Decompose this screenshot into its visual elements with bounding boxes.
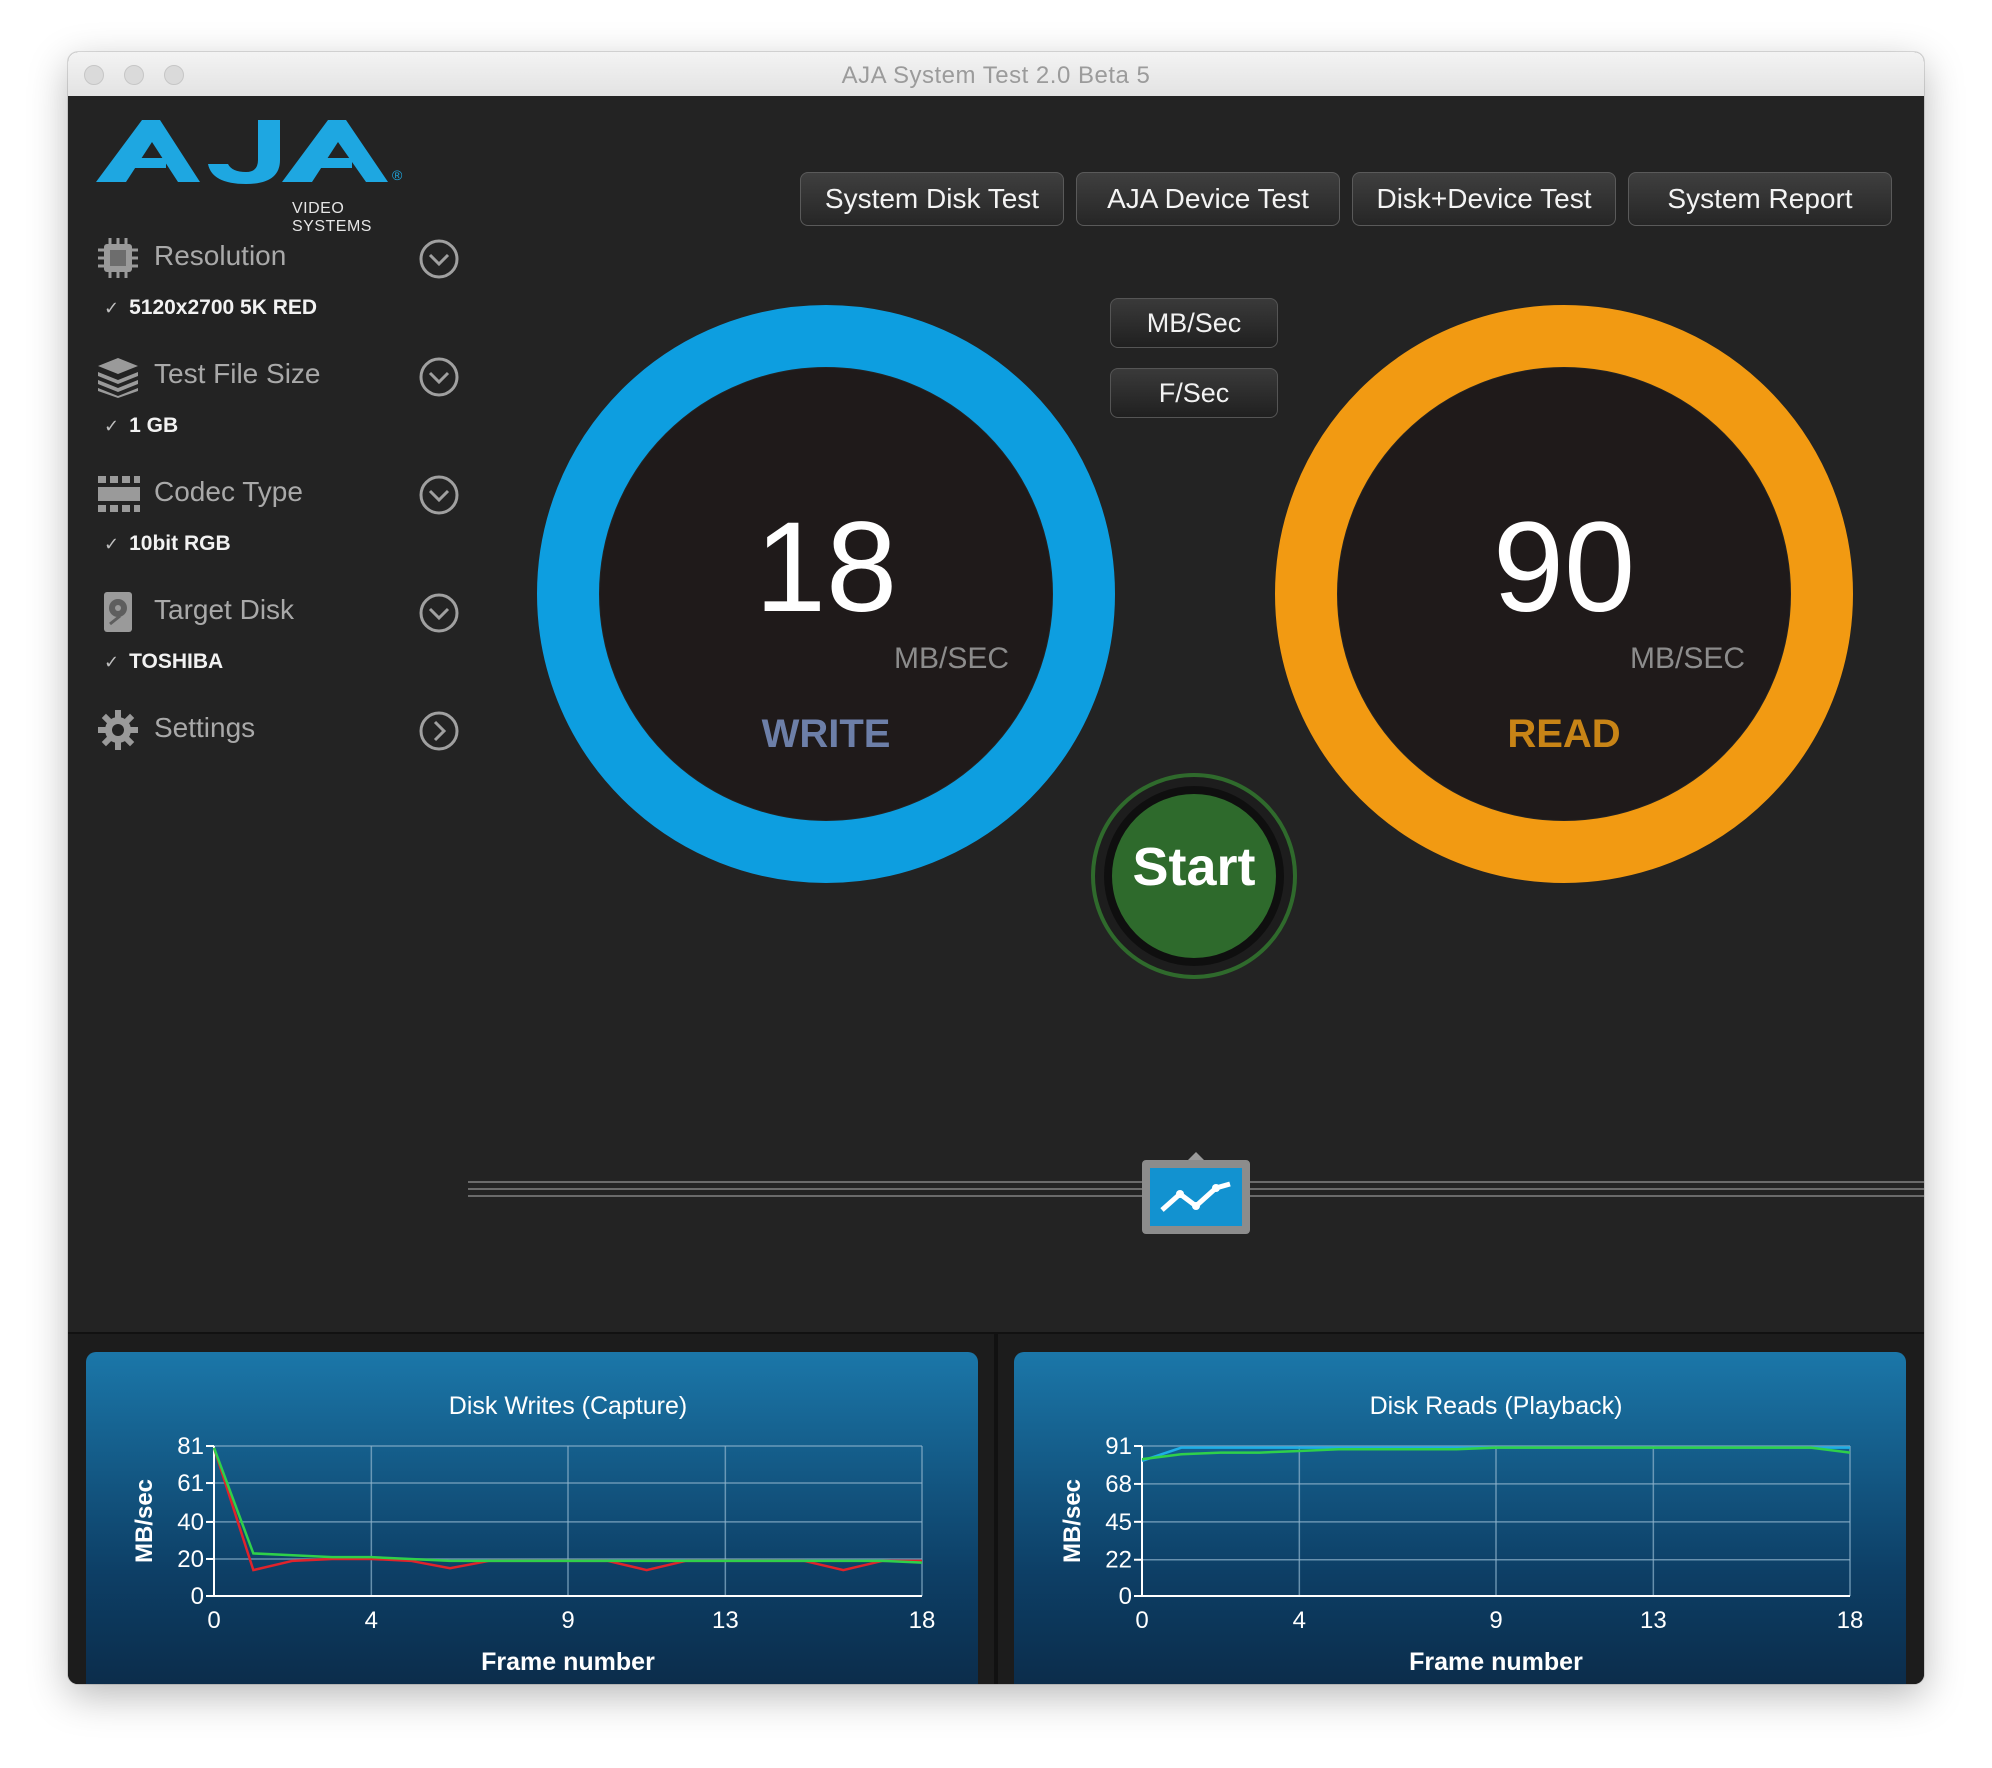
gear-icon	[98, 710, 138, 750]
x-tick-label: 13	[712, 1607, 739, 1634]
minimize-window-button[interactable]	[124, 65, 144, 85]
y-tick-label: 0	[1119, 1583, 1132, 1610]
check-icon: ✓	[104, 416, 120, 436]
zoom-window-button[interactable]	[164, 65, 184, 85]
hard-disk-icon	[104, 592, 132, 632]
start-button[interactable]: Start	[1090, 772, 1298, 980]
read-gauge: 90 MB/SEC READ	[1274, 304, 1854, 884]
read-gauge-ring	[1275, 305, 1853, 883]
disk-writes-chart: Disk Writes (Capture) 0 4 9 13 18 0 20 40 61 81 Fra…	[86, 1352, 978, 1684]
chevron-right-icon[interactable]	[418, 710, 460, 752]
y-tick-label: 22	[1105, 1547, 1132, 1574]
y-tick-label: 0	[191, 1583, 204, 1610]
resolution-value: ✓ 5120x2700 5K RED	[104, 296, 317, 320]
write-gauge-ring	[537, 305, 1115, 883]
read-label: READ	[1507, 712, 1621, 756]
title-bar: AJA System Test 2.0 Beta 5	[68, 52, 1924, 97]
y-tick-label: 81	[177, 1433, 204, 1460]
graph-toggle-button[interactable]	[1140, 1152, 1252, 1236]
frames-per-sec-button[interactable]: F/Sec	[1110, 368, 1278, 418]
x-tick-label: 4	[1293, 1607, 1306, 1634]
panel-divider	[994, 1334, 998, 1684]
check-icon: ✓	[104, 652, 120, 672]
sidebar-item-test-file-size[interactable]: Test File Size	[96, 344, 459, 400]
window-title: AJA System Test 2.0 Beta 5	[841, 62, 1151, 89]
x-axis-label: Frame number	[481, 1648, 655, 1676]
x-tick-label: 0	[1135, 1607, 1148, 1634]
logo-subtitle: VIDEO SYSTEMS	[292, 200, 372, 235]
y-tick-label: 45	[1105, 1509, 1132, 1536]
codec-type-value: ✓ 10bit RGB	[104, 532, 231, 556]
tab-system-disk-test[interactable]: System Disk Test	[800, 172, 1064, 226]
x-tick-label: 18	[1837, 1607, 1864, 1634]
aja-logo: ® VIDEO SYSTEMS	[96, 114, 416, 235]
y-tick-label: 68	[1105, 1471, 1132, 1498]
sidebar-item-label: Test File Size	[154, 358, 321, 389]
tab-disk-device-test[interactable]: Disk+Device Test	[1352, 172, 1616, 226]
codec-type-value-text: 10bit RGB	[129, 532, 231, 555]
x-tick-label: 9	[1489, 1607, 1502, 1634]
disk-reads-chart: Disk Reads (Playback) 0 4 9 13 18 0 22 45 68 91 Fra…	[1014, 1352, 1906, 1684]
main-content: ® VIDEO SYSTEMS Resolution ✓ 51	[68, 96, 1924, 1684]
x-tick-label: 18	[909, 1607, 936, 1634]
disk-reads-chart-svg: Disk Reads (Playback) 0 4 9 13 18 0 22 45 68 91 Fra…	[1059, 1392, 1864, 1676]
aja-logo-mark: ®	[96, 120, 403, 184]
film-strip-icon	[98, 476, 140, 512]
chevron-down-icon[interactable]	[418, 592, 460, 634]
target-disk-value: ✓ TOSHIBA	[104, 650, 223, 674]
layers-icon	[98, 358, 138, 398]
sidebar-item-codec-type[interactable]: Codec Type	[96, 462, 459, 518]
series-line-2	[1141, 1446, 1851, 1461]
x-tick-label: 9	[561, 1607, 574, 1634]
sidebar-item-settings[interactable]: Settings	[96, 698, 459, 754]
sidebar-item-label: Resolution	[154, 240, 287, 271]
chevron-down-icon[interactable]	[418, 474, 460, 516]
read-speed-value: 90	[1492, 496, 1636, 639]
write-gauge: 18 MB/SEC WRITE	[536, 304, 1116, 884]
target-disk-value-text: TOSHIBA	[129, 650, 224, 673]
x-axis-label: Frame number	[1409, 1648, 1583, 1676]
sidebar-item-resolution[interactable]: Resolution	[96, 226, 459, 282]
tab-aja-device-test[interactable]: AJA Device Test	[1076, 172, 1340, 226]
x-tick-label: 13	[1640, 1607, 1667, 1634]
check-icon: ✓	[104, 298, 120, 318]
test-file-size-value: ✓ 1 GB	[104, 414, 178, 438]
write-label: WRITE	[761, 712, 891, 756]
close-window-button[interactable]	[84, 65, 104, 85]
sidebar-item-label: Target Disk	[154, 594, 295, 625]
line-graph-icon	[1142, 1152, 1250, 1234]
chevron-down-icon[interactable]	[418, 356, 460, 398]
sidebar-item-target-disk[interactable]: Target Disk	[96, 580, 459, 636]
y-tick-label: 40	[177, 1509, 204, 1536]
x-tick-label: 0	[207, 1607, 220, 1634]
chip-icon	[98, 238, 138, 278]
start-label: Start	[1132, 837, 1256, 897]
sidebar-item-label: Settings	[154, 712, 256, 743]
svg-text:®: ®	[392, 167, 403, 183]
test-file-size-value-text: 1 GB	[129, 414, 179, 437]
series-line-2	[212, 1447, 923, 1564]
read-speed-unit: MB/SEC	[1630, 642, 1746, 675]
resolution-value-text: 5120x2700 5K RED	[129, 296, 318, 319]
app-window: AJA System Test 2.0 Beta 5 ® VIDEO SYSTE…	[68, 52, 1924, 1684]
sidebar-item-label: Codec Type	[154, 476, 303, 507]
write-speed-value: 18	[754, 496, 898, 639]
write-speed-unit: MB/SEC	[894, 642, 1010, 675]
y-axis-label: MB/sec	[1059, 1479, 1086, 1563]
chart-title: Disk Reads (Playback)	[1370, 1392, 1623, 1420]
start-button-circle	[1091, 773, 1297, 979]
y-tick-label: 20	[177, 1546, 204, 1573]
y-axis-label: MB/sec	[131, 1479, 158, 1563]
mb-per-sec-button[interactable]: MB/Sec	[1110, 298, 1278, 348]
y-tick-label: 91	[1105, 1433, 1132, 1460]
y-tick-label: 61	[177, 1470, 204, 1497]
disk-writes-chart-svg: Disk Writes (Capture) 0 4 9 13 18 0 20 40 61 81 Fra…	[131, 1392, 936, 1676]
charts-area: Disk Writes (Capture) 0 4 9 13 18 0 20 40 61 81 Fra…	[68, 1332, 1924, 1684]
chevron-down-icon[interactable]	[418, 238, 460, 280]
x-tick-label: 4	[365, 1607, 378, 1634]
tab-system-report[interactable]: System Report	[1628, 172, 1892, 226]
chart-title: Disk Writes (Capture)	[449, 1392, 687, 1420]
check-icon: ✓	[104, 534, 120, 554]
